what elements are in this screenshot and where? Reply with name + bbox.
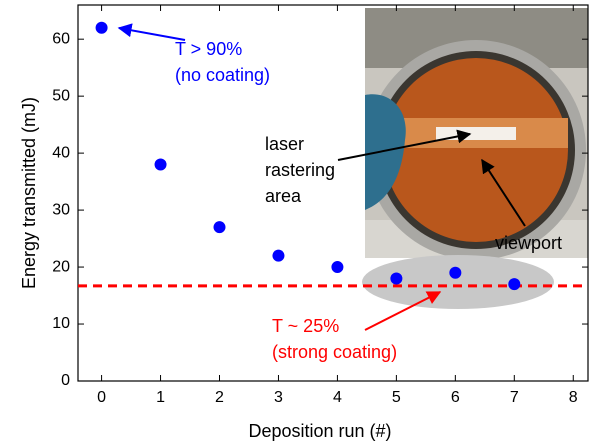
- point: [155, 159, 167, 171]
- annotation: T > 90%: [175, 39, 242, 59]
- point: [449, 267, 461, 279]
- y-tick-label: 40: [52, 144, 70, 161]
- y-tick-label: 60: [52, 30, 70, 47]
- x-tick-label: 5: [392, 389, 401, 406]
- photo-label: rastering: [265, 160, 335, 180]
- point: [96, 22, 108, 34]
- x-tick-label: 0: [97, 389, 106, 406]
- x-axis-label: Deposition run (#): [248, 421, 391, 441]
- y-tick-label: 20: [52, 258, 70, 275]
- y-axis-label: Energy transmitted (mJ): [19, 97, 39, 289]
- highlight: [362, 255, 554, 309]
- y-tick-label: 10: [52, 315, 70, 332]
- annotation: T ~ 25%: [272, 316, 339, 336]
- annotation: (no coating): [175, 65, 270, 85]
- photo-label: area: [265, 186, 302, 206]
- x-tick-label: 3: [274, 389, 283, 406]
- annotation: (strong coating): [272, 342, 397, 362]
- photo-label: laser: [265, 134, 304, 154]
- point: [508, 278, 520, 290]
- y-tick-label: 0: [61, 372, 70, 389]
- x-tick-label: 2: [215, 389, 224, 406]
- y-tick-label: 30: [52, 201, 70, 218]
- point: [214, 221, 226, 233]
- point: [390, 272, 402, 284]
- x-tick-label: 1: [156, 389, 165, 406]
- point: [331, 261, 343, 273]
- arrow: [119, 28, 185, 40]
- x-tick-label: 7: [510, 389, 519, 406]
- photo-label: viewport: [495, 233, 562, 253]
- point: [272, 250, 284, 262]
- x-tick-label: 6: [451, 389, 460, 406]
- inset-photo: [365, 8, 588, 260]
- y-tick-label: 50: [52, 87, 70, 104]
- chart: Deposition run (#) Energy transmitted (m…: [0, 0, 595, 445]
- x-tick-label: 8: [569, 389, 578, 406]
- x-tick-label: 4: [333, 389, 342, 406]
